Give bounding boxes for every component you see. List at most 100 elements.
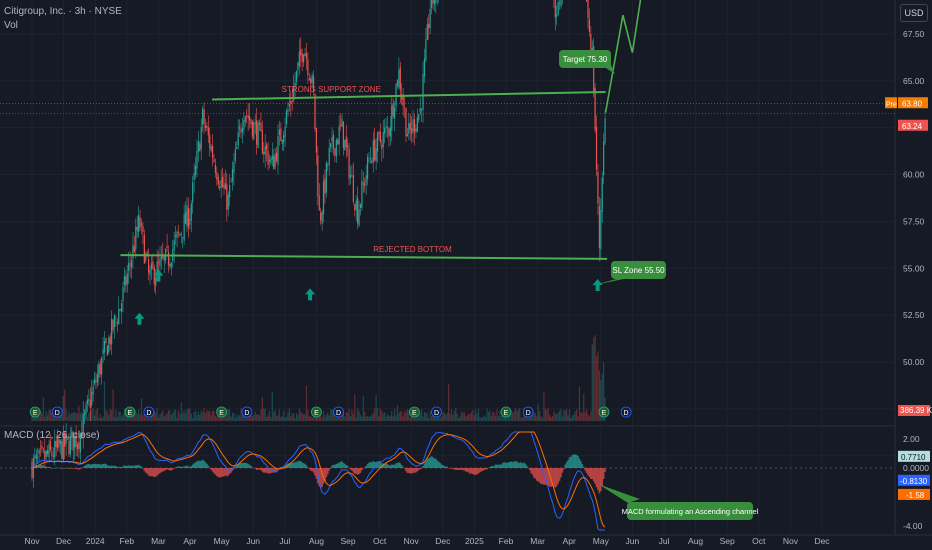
macd-histogram-bar xyxy=(109,466,112,468)
volume-bar xyxy=(247,416,249,421)
volume-bar xyxy=(477,408,480,421)
candle-body xyxy=(362,183,364,185)
volume-bar xyxy=(194,410,197,421)
macd-histogram-bar xyxy=(140,466,143,468)
macd-histogram-bar xyxy=(452,468,454,470)
volume-bar xyxy=(32,416,35,421)
volume-bar xyxy=(389,415,391,421)
price-tick-label: 57.50 xyxy=(903,216,925,226)
dividend-icon-letter: D xyxy=(434,410,439,417)
candle-body xyxy=(406,134,409,137)
volume-bar xyxy=(113,417,116,421)
candle-body xyxy=(155,277,157,287)
macd-histogram-bar xyxy=(453,468,456,470)
volume-bar xyxy=(200,410,202,421)
volume-bar xyxy=(458,417,460,421)
volume-bar xyxy=(263,408,265,421)
candle-body xyxy=(308,78,310,81)
macd-histogram-bar xyxy=(365,465,367,468)
candle-body xyxy=(204,125,207,128)
macd-histogram-bar xyxy=(291,463,294,468)
time-tick-label: 2024 xyxy=(86,536,105,546)
volume-bar xyxy=(374,408,376,421)
volume-bar xyxy=(175,409,177,421)
macd-histogram-bar xyxy=(89,464,92,468)
volume-bar xyxy=(197,411,199,421)
macd-histogram-bar xyxy=(275,468,278,472)
macd-histogram-bar xyxy=(355,468,358,474)
macd-tick-label: 2.00 xyxy=(903,434,920,444)
currency-button[interactable]: USD xyxy=(900,4,928,22)
candle-body xyxy=(103,341,106,353)
candle-body xyxy=(408,123,410,134)
candle-body xyxy=(206,125,208,129)
volume-bar xyxy=(509,411,511,421)
volume-bar xyxy=(479,416,481,421)
macd-histogram-bar xyxy=(72,468,75,469)
candle-body xyxy=(311,74,313,84)
volume-bar xyxy=(557,412,559,421)
macd-histogram-bar xyxy=(584,468,586,471)
volume-bar xyxy=(327,412,329,421)
macd-histogram-bar xyxy=(189,466,191,468)
candle-body xyxy=(359,204,362,208)
volume-bar xyxy=(556,413,558,421)
candle-body xyxy=(133,246,135,252)
candle-body xyxy=(119,308,121,311)
volume-bar xyxy=(362,396,364,421)
candle-body xyxy=(394,107,396,119)
macd-histogram-bar xyxy=(581,464,584,468)
candle-body xyxy=(59,440,62,444)
macd-histogram-bar xyxy=(278,467,281,469)
volume-bar xyxy=(401,411,403,421)
candle-body xyxy=(126,273,128,285)
volume-bar xyxy=(462,412,464,421)
candle-body xyxy=(368,159,370,161)
volume-bar xyxy=(280,416,282,421)
volume-bar xyxy=(442,412,444,421)
volume-bar xyxy=(105,409,107,421)
volume-bar xyxy=(291,413,293,421)
candle-body xyxy=(369,158,372,159)
time-tick-label: Nov xyxy=(404,536,420,546)
macd-histogram-bar xyxy=(331,465,333,468)
candle-body xyxy=(196,150,198,169)
macd-histogram-bar xyxy=(476,468,478,475)
macd-histogram-bar xyxy=(90,464,93,468)
volume-bar xyxy=(439,417,441,421)
candle-body xyxy=(234,149,236,161)
candle-body xyxy=(603,141,605,176)
candle-body xyxy=(294,82,296,87)
macd-histogram-bar xyxy=(305,465,308,468)
candle-body xyxy=(98,364,100,378)
macd-histogram-bar xyxy=(348,468,350,469)
volume-bar xyxy=(459,415,461,421)
candle-body xyxy=(105,338,107,343)
time-tick-label: Sep xyxy=(720,536,735,546)
pre-badge-tag xyxy=(885,97,897,109)
candle-body xyxy=(330,142,332,148)
macd-histogram-bar xyxy=(479,468,481,473)
volume-bar xyxy=(38,416,40,421)
volume-bar xyxy=(455,408,457,421)
volume-bar xyxy=(539,411,541,421)
volume-bar xyxy=(310,416,312,421)
macd-histogram-bar xyxy=(537,468,540,482)
candle-body xyxy=(142,225,144,233)
volume-bar xyxy=(109,408,111,421)
macd-histogram-bar xyxy=(99,464,102,468)
macd-histogram-bar xyxy=(590,468,592,479)
candle-body xyxy=(135,226,137,250)
macd-histogram-bar xyxy=(112,465,114,468)
macd-histogram-bar xyxy=(403,468,406,469)
candle-body xyxy=(35,454,37,459)
candle-body xyxy=(52,455,54,457)
volume-bar xyxy=(418,410,420,421)
macd-histogram-bar xyxy=(491,465,494,468)
dividend-icon-letter: D xyxy=(526,410,531,417)
volume-bar xyxy=(372,412,374,421)
macd-histogram-bar xyxy=(513,461,515,468)
volume-bar xyxy=(305,385,308,421)
macd-histogram-bar xyxy=(177,466,180,468)
